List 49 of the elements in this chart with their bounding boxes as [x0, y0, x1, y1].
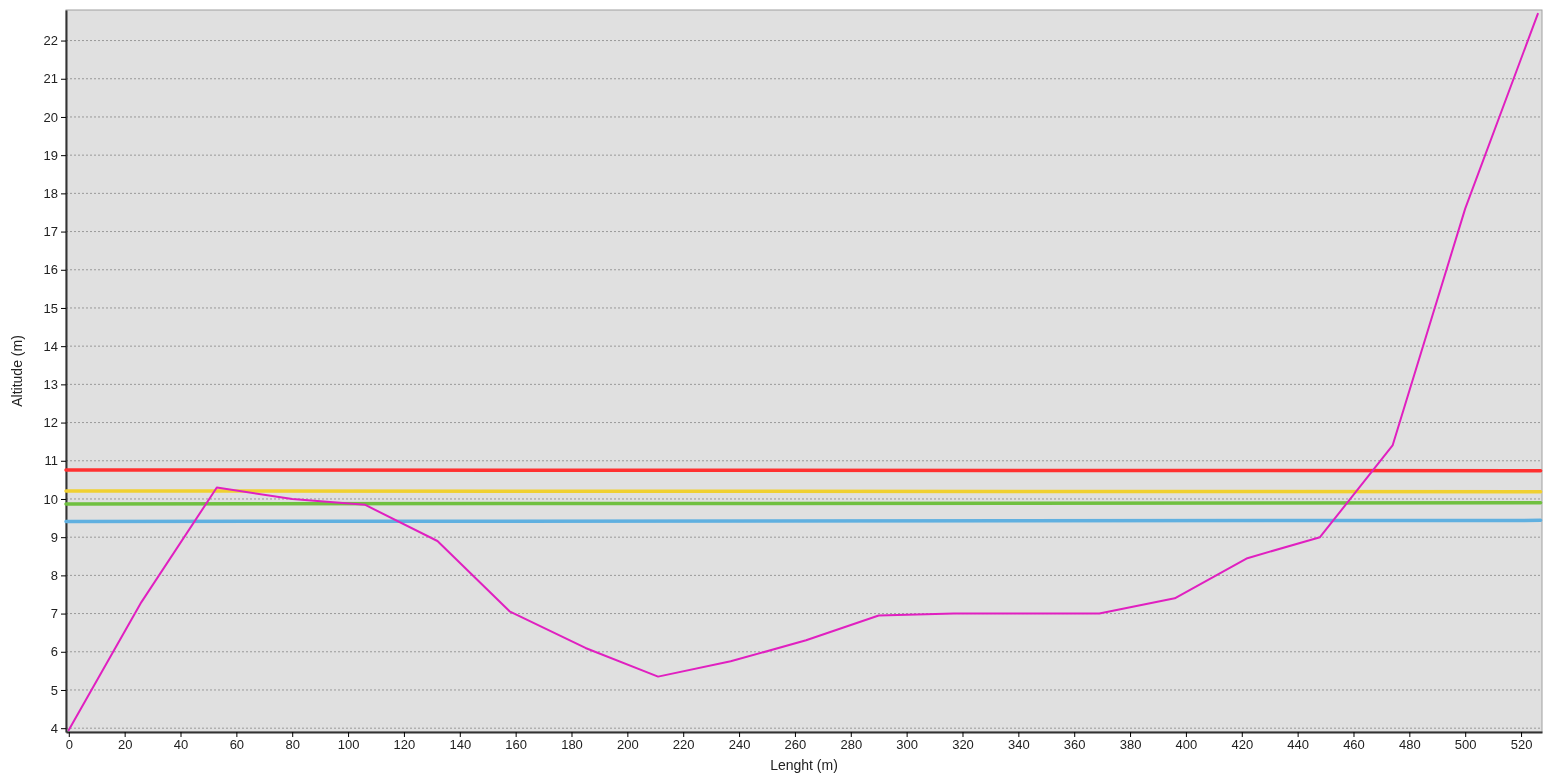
y-tick-label: 19	[43, 147, 58, 163]
y-axis-title: Altitude (m)	[9, 335, 25, 407]
y-tick-label: 22	[43, 33, 58, 49]
y-tick-label: 20	[43, 109, 58, 125]
x-tick-label: 180	[561, 737, 583, 753]
x-tick-label: 480	[1398, 737, 1421, 753]
x-axis-title: Lenght (m)	[770, 757, 838, 773]
x-tick-label: 220	[672, 737, 695, 753]
x-tick-label: 20	[117, 737, 133, 753]
y-tick-label: 7	[50, 606, 58, 622]
x-tick-label: 320	[952, 737, 974, 753]
line-series	[67, 12, 1539, 732]
y-tick-label: 16	[43, 262, 58, 278]
y-tick-label: 5	[50, 682, 58, 698]
x-tick-label: 400	[1175, 737, 1198, 753]
x-tick-label: 340	[1008, 737, 1030, 753]
x-tick-label: 200	[617, 737, 639, 753]
y-tick-label: 10	[43, 491, 58, 507]
y-tick-label: 11	[44, 453, 58, 469]
y-tick-label: 8	[50, 568, 58, 584]
x-tick-label: 60	[229, 737, 245, 753]
y-tick-label: 17	[43, 224, 58, 240]
x-tick-label: 40	[173, 737, 189, 753]
y-tick-label: 4	[50, 720, 58, 736]
x-tick-label: 500	[1454, 737, 1477, 753]
x-tick-label: 520	[1510, 737, 1533, 753]
x-tick-label: 380	[1119, 737, 1142, 753]
y-tick-label: 15	[43, 300, 58, 316]
x-tick-label: 420	[1231, 737, 1254, 753]
x-tick-label: 280	[840, 737, 863, 753]
x-tick-label: 260	[784, 737, 807, 753]
x-tick-label: 440	[1287, 737, 1309, 753]
y-tick-label: 21	[43, 71, 58, 87]
x-tick-label: 300	[896, 737, 918, 753]
y-tick-label: 9	[50, 529, 58, 545]
x-tick-label: 140	[449, 737, 472, 753]
x-tick-label: 360	[1063, 737, 1086, 753]
x-tick-label: 80	[285, 737, 300, 753]
x-tick-label: 460	[1343, 737, 1365, 753]
x-tick-label: 100	[337, 737, 360, 753]
y-tick-label: 12	[43, 415, 58, 431]
x-tick-label: 240	[728, 737, 751, 753]
x-tick-label: 0	[65, 737, 73, 753]
y-tick-label: 6	[50, 644, 58, 660]
y-tick-label: 18	[43, 186, 58, 202]
x-tick-label: 120	[393, 737, 416, 753]
y-tick-label: 14	[43, 338, 58, 354]
x-tick-label: 160	[505, 737, 527, 753]
y-tick-label: 13	[43, 377, 58, 393]
